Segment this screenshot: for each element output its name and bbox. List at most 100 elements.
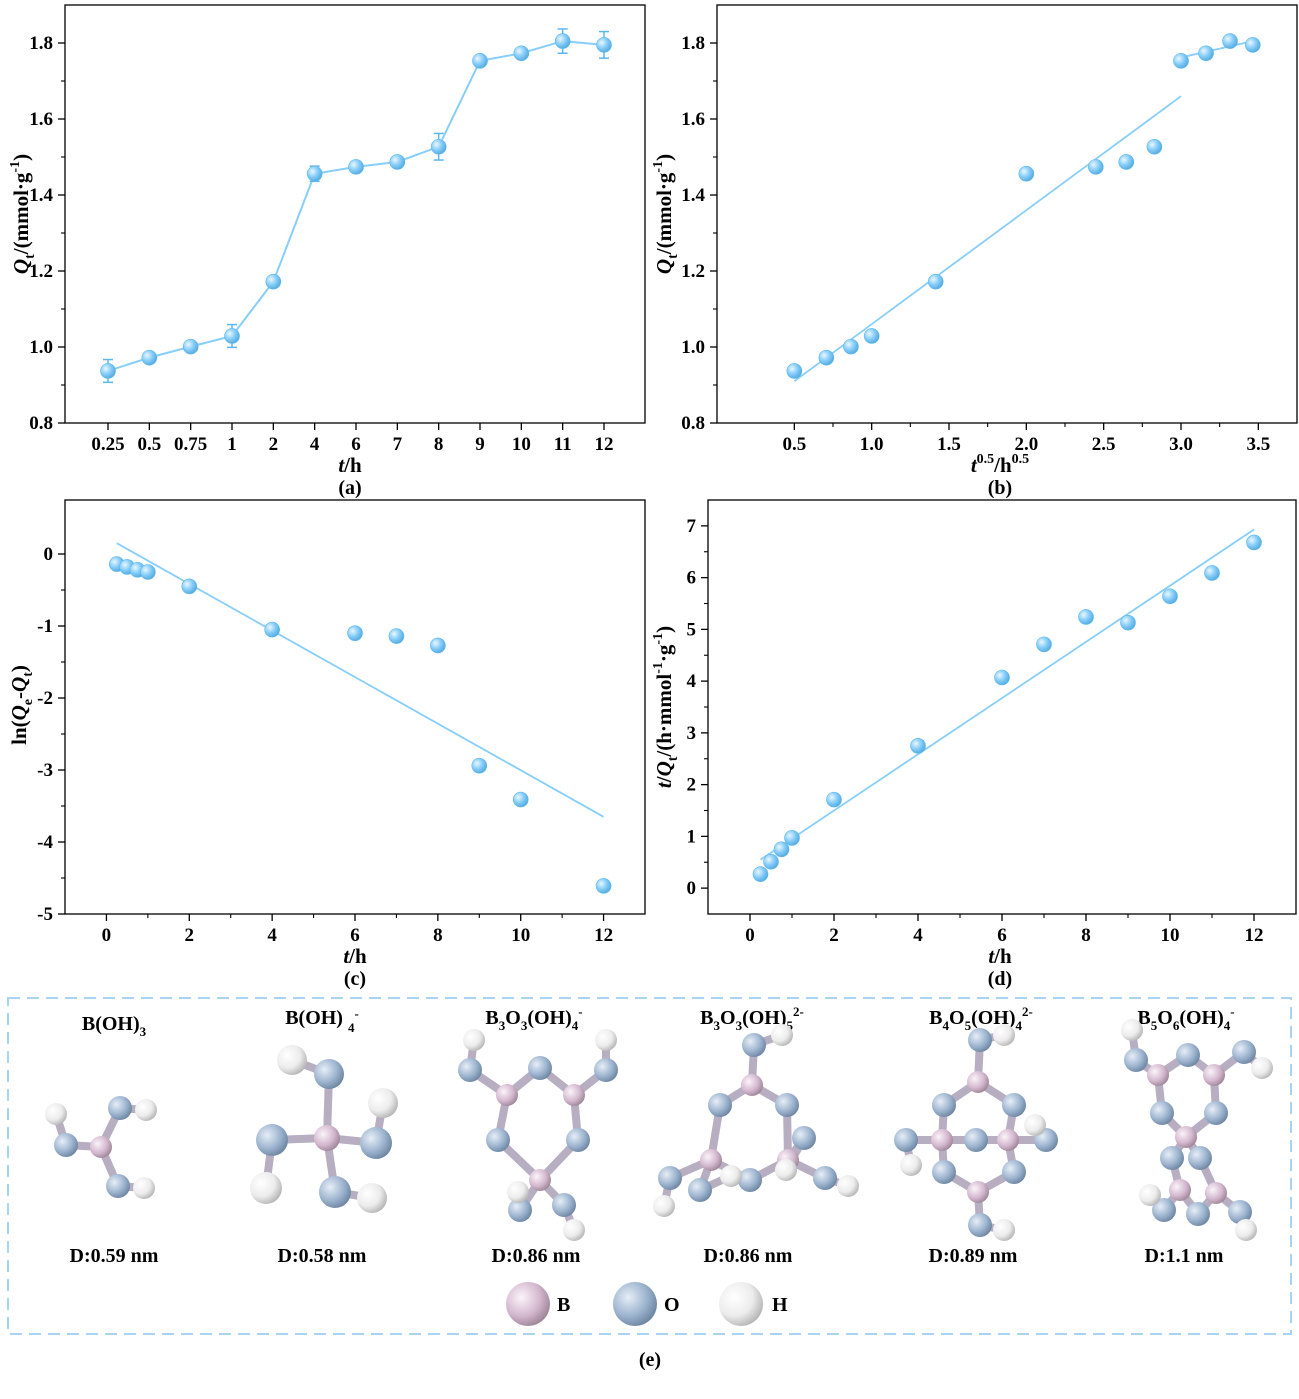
atom-h [993, 1024, 1015, 1046]
chart-b-points [786, 33, 1261, 379]
x-tick-label: 6 [351, 434, 361, 455]
chart-b-fit-lines [793, 40, 1253, 382]
molecule-diameter-boh3: D:0.59 nm [70, 1245, 159, 1267]
data-point [100, 363, 116, 379]
data-point [347, 625, 363, 642]
atom-b [1175, 1126, 1197, 1148]
atom-h [1235, 1219, 1257, 1241]
data-point [1222, 33, 1238, 49]
x-tick-label: 6 [997, 925, 1007, 946]
atom-o [1204, 1101, 1228, 1125]
x-tick-label: 8 [433, 925, 443, 946]
panel-e-label: (e) [639, 1349, 661, 1371]
chart-c-y-ticks: 0 -1 -2 -3 -4 -5 [37, 544, 65, 925]
atom-h [45, 1103, 67, 1125]
atom-b [90, 1136, 112, 1158]
x-tick-label: 4 [267, 925, 277, 946]
atom-o [54, 1133, 78, 1157]
y-tick-label: 6 [687, 568, 697, 589]
atom-b [967, 1071, 989, 1093]
legend-b-label: B [557, 1294, 570, 1316]
chart-c-x-ticks: 0 2 4 6 8 10 12 [102, 914, 613, 946]
atom-b [997, 1129, 1019, 1151]
molecule-diameter-b3o3oh5: D:0.86 nm [704, 1245, 793, 1267]
data-point [264, 621, 280, 638]
legend-o-label: O [664, 1294, 680, 1316]
x-tick-label: 0.25 [91, 434, 124, 455]
x-tick-label: 12 [1245, 925, 1264, 946]
atom-h [653, 1195, 675, 1217]
data-point [554, 33, 571, 49]
fit-line [793, 95, 1182, 382]
atom-o [314, 1059, 344, 1089]
data-point [348, 159, 364, 175]
y-tick-label: 4 [687, 671, 697, 692]
chart-a: 0.25 0.5 0.75 1 2 4 6 7 8 9 10 11 12 0.81.01.21.41.6… [8, 4, 646, 499]
atom-h [595, 1029, 617, 1051]
molecule-diameter-b3o3oh4: D:0.86 nm [492, 1245, 581, 1267]
x-tick-label: 0.5 [782, 434, 806, 455]
data-point [786, 363, 803, 379]
atom-o [792, 1126, 816, 1150]
x-tick-label: 4 [913, 925, 923, 946]
chart-a-x-ticks: 0.25 0.5 0.75 1 2 4 6 7 8 9 10 11 12 [91, 423, 614, 455]
data-point [389, 154, 406, 170]
atom-o [566, 1128, 590, 1152]
molecule-diameter-b5o6oh4: D:1.1 nm [1145, 1245, 1224, 1267]
x-tick-label: 8 [434, 434, 444, 455]
x-tick-label: 0.75 [174, 434, 207, 455]
chart-a-xlabel: t/h [338, 453, 362, 477]
data-point [1036, 636, 1052, 653]
data-point [1018, 165, 1035, 182]
x-tick-label: 2 [185, 925, 195, 946]
data-point [265, 273, 282, 290]
data-point [224, 328, 240, 344]
data-point [472, 53, 488, 69]
data-point [141, 349, 158, 366]
chart-d-xlabel: t/h [988, 944, 1012, 968]
y-tick-label: 1.2 [29, 261, 53, 282]
series-line [107, 40, 605, 372]
atom-o [1150, 1101, 1174, 1125]
chart-b-frame [716, 4, 1298, 424]
y-tick-label: 5 [687, 619, 697, 640]
fit-line [116, 542, 605, 818]
x-tick-label: 9 [475, 434, 485, 455]
atom-b [931, 1129, 953, 1151]
x-tick-label: 2 [829, 925, 839, 946]
data-point [1118, 154, 1135, 170]
y-tick-label: -3 [37, 760, 53, 781]
atom-h [1139, 1184, 1161, 1206]
atom-o [968, 1028, 992, 1052]
x-tick-label: 12 [595, 434, 614, 455]
atom-o [708, 1093, 732, 1117]
x-tick-label: 0 [102, 925, 112, 946]
x-tick-label: 11 [554, 434, 572, 455]
atom-h [771, 1024, 793, 1046]
chart-c-fit-line [116, 542, 605, 818]
data-point [181, 578, 198, 595]
atom-b [529, 1169, 551, 1191]
y-tick-label: 0.8 [29, 413, 53, 434]
chart-d-panel-label: (d) [988, 968, 1012, 990]
atom-h [563, 1219, 585, 1241]
atom-o [813, 1166, 837, 1190]
data-point [595, 878, 612, 894]
x-tick-label: 0.5 [137, 434, 161, 455]
data-point [306, 165, 323, 182]
y-tick-label: 0 [687, 878, 697, 899]
atom-o [1228, 1200, 1252, 1224]
atom-o [964, 1128, 988, 1152]
atom-o [1186, 1202, 1210, 1226]
data-point [1087, 159, 1104, 175]
atom-o [1188, 1146, 1212, 1170]
molecule-b4o5oh4-model [894, 1024, 1058, 1241]
molecule-boh3-model [45, 1096, 157, 1199]
x-tick-label: 3.0 [1169, 434, 1193, 455]
x-tick-label: 10 [1161, 925, 1180, 946]
x-tick-label: 7 [393, 434, 403, 455]
atom-o [1002, 1160, 1026, 1184]
chart-c-ylabel: ln(Qe-Qt) [7, 665, 36, 745]
atom-h [135, 1099, 157, 1121]
